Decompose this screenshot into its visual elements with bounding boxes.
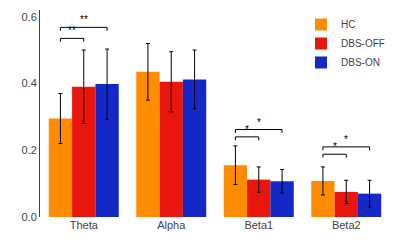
svg-text:Beta1: Beta1 xyxy=(244,219,273,231)
svg-text:Theta: Theta xyxy=(70,219,99,231)
svg-text:*: * xyxy=(245,124,249,135)
svg-text:DBS-OFF: DBS-OFF xyxy=(341,38,385,49)
svg-text:DBS-ON: DBS-ON xyxy=(341,57,380,68)
svg-text:0.2: 0.2 xyxy=(22,144,37,156)
svg-text:**: ** xyxy=(68,25,76,36)
svg-text:0.4: 0.4 xyxy=(22,77,37,89)
svg-text:**: ** xyxy=(80,14,88,25)
svg-text:*: * xyxy=(344,134,348,145)
svg-text:0.0: 0.0 xyxy=(22,211,37,223)
svg-text:*: * xyxy=(333,141,337,152)
svg-text:Alpha: Alpha xyxy=(157,219,186,231)
svg-text:*: * xyxy=(257,117,261,128)
svg-text:HC: HC xyxy=(341,19,355,30)
svg-text:Beta2: Beta2 xyxy=(332,219,361,231)
svg-text:0.6: 0.6 xyxy=(22,11,37,23)
